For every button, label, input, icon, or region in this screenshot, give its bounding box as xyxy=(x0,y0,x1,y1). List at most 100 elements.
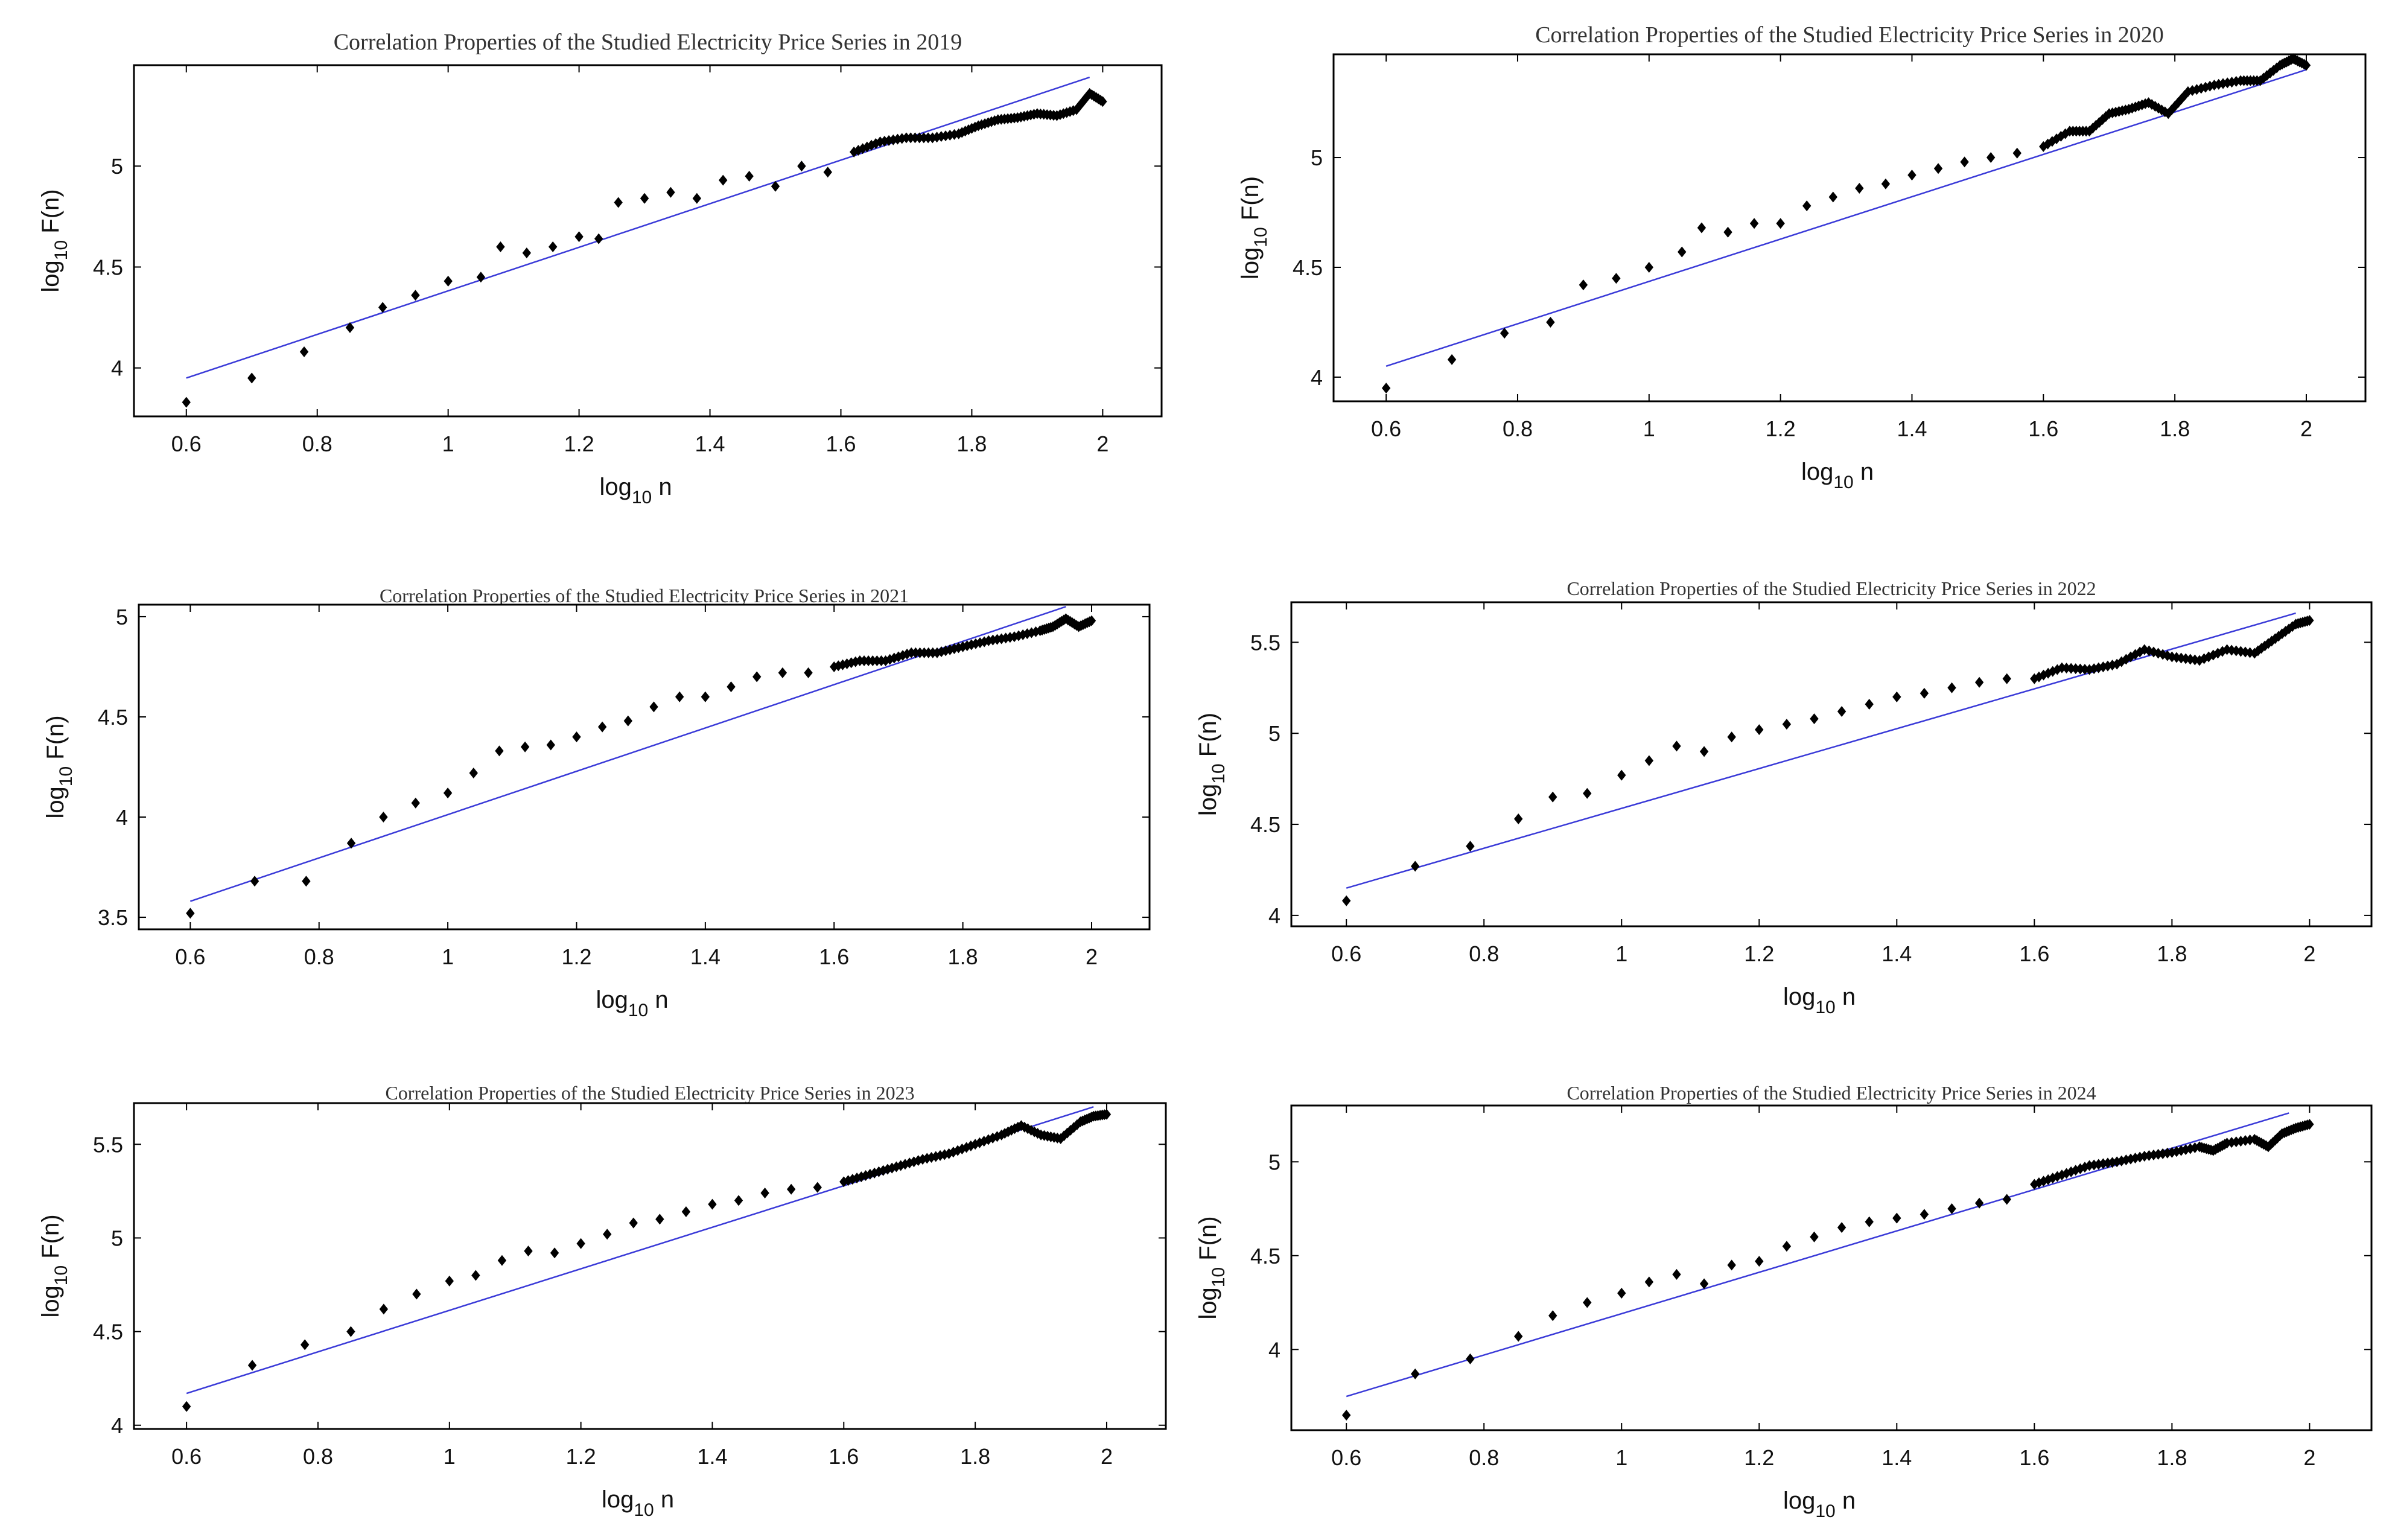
data-point xyxy=(2088,122,2098,134)
x-tick-label: 1.6 xyxy=(2028,416,2058,441)
data-point xyxy=(182,396,191,408)
data-point xyxy=(1947,1203,1956,1215)
data-point xyxy=(813,1182,822,1193)
y-tick-label: 5 xyxy=(1311,145,1323,170)
x-tick-label: 0.6 xyxy=(1331,1445,1361,1470)
data-point xyxy=(2103,660,2113,672)
data-point xyxy=(1617,769,1626,781)
x-axis-label: log10 n xyxy=(1783,984,1856,1017)
data-point xyxy=(2002,1194,2011,1205)
y-tick-label: 5 xyxy=(1268,721,1280,746)
data-point xyxy=(997,633,1006,644)
data-point xyxy=(443,788,453,799)
data-point xyxy=(2172,1146,2181,1157)
data-point xyxy=(1810,1231,1819,1242)
x-axis-label: log10 n xyxy=(1783,1488,1856,1521)
data-point xyxy=(1697,222,1707,234)
data-point xyxy=(1699,746,1709,757)
data-point xyxy=(2259,72,2268,84)
x-tick-label: 1 xyxy=(1615,1445,1627,1470)
x-tick-label: 1.2 xyxy=(566,1444,596,1469)
data-point xyxy=(1986,152,1996,164)
x-axis-label: log10 n xyxy=(1801,459,1874,492)
data-point xyxy=(2213,648,2222,659)
x-tick-label: 0.6 xyxy=(1331,941,1361,966)
data-point xyxy=(1548,1310,1557,1322)
data-point xyxy=(771,180,780,192)
data-point xyxy=(1837,1222,1846,1233)
x-tick-label: 1.2 xyxy=(561,944,591,969)
x-tick-label: 0.8 xyxy=(1469,941,1499,966)
data-point xyxy=(946,644,955,655)
x-tick-label: 2 xyxy=(2303,941,2315,966)
x-tick-label: 1.2 xyxy=(564,431,594,456)
chart-panel-6: Correlation Properties of the Studied El… xyxy=(1195,1082,2373,1521)
chart-title: Correlation Properties of the Studied El… xyxy=(1535,22,2164,48)
data-point xyxy=(1644,1276,1654,1288)
x-tick-label: 0.8 xyxy=(303,1444,333,1469)
data-point xyxy=(1007,1125,1016,1136)
data-point xyxy=(1974,676,1984,688)
data-point xyxy=(412,1288,421,1300)
data-point xyxy=(834,660,843,672)
data-point xyxy=(524,1246,533,1257)
x-tick-label: 1.6 xyxy=(819,944,849,969)
data-point xyxy=(2043,667,2053,679)
data-point xyxy=(675,691,684,702)
data-point xyxy=(1033,1128,1042,1139)
data-point xyxy=(522,247,532,259)
data-point xyxy=(2094,1159,2103,1170)
data-point xyxy=(993,634,1002,645)
data-point xyxy=(964,124,973,136)
data-point xyxy=(2062,663,2071,674)
data-point xyxy=(2256,75,2265,86)
data-point xyxy=(1063,1127,1072,1139)
data-point xyxy=(949,1147,958,1158)
data-point xyxy=(1583,788,1592,799)
x-tick-label: 1.4 xyxy=(695,431,725,456)
x-tick-label: 1 xyxy=(442,944,454,969)
x-tick-label: 1.8 xyxy=(948,944,978,969)
data-point xyxy=(2039,141,2048,152)
x-tick-label: 1.8 xyxy=(956,431,987,456)
data-point xyxy=(496,241,505,253)
data-point xyxy=(2170,101,2180,112)
x-tick-label: 2 xyxy=(2300,416,2312,441)
data-point xyxy=(2062,1168,2071,1179)
data-point xyxy=(1782,1241,1792,1252)
x-tick-label: 1.8 xyxy=(2157,1445,2187,1470)
data-point xyxy=(1023,628,1032,640)
data-point xyxy=(1018,629,1028,640)
data-point xyxy=(666,186,675,198)
y-tick-label: 3.5 xyxy=(98,905,128,930)
data-point xyxy=(378,302,387,313)
chart-title: Correlation Properties of the Studied El… xyxy=(1567,1082,2096,1104)
data-point xyxy=(1755,1256,1764,1267)
data-point xyxy=(935,1150,945,1161)
data-point xyxy=(2260,640,2270,652)
x-tick-label: 1.2 xyxy=(1744,1445,1774,1470)
data-point xyxy=(550,1247,559,1259)
data-point xyxy=(2034,671,2044,682)
data-point xyxy=(1548,791,1557,803)
x-tick-label: 1.4 xyxy=(690,944,720,969)
data-point xyxy=(871,138,880,149)
y-tick-label: 5 xyxy=(111,154,123,179)
data-point xyxy=(1514,813,1523,825)
x-tick-label: 1 xyxy=(1615,941,1627,966)
y-axis-label: log10 F(n) xyxy=(1195,1216,1229,1319)
y-tick-label: 4 xyxy=(116,805,128,830)
data-point xyxy=(2053,664,2062,675)
data-point xyxy=(640,192,649,204)
x-tick-label: 2 xyxy=(1086,944,1098,969)
data-point xyxy=(2034,1177,2044,1189)
data-point xyxy=(915,132,924,144)
data-point xyxy=(708,1198,717,1210)
data-point xyxy=(445,1275,454,1287)
data-point xyxy=(867,139,876,151)
y-tick-label: 4.5 xyxy=(93,255,123,279)
data-point xyxy=(250,876,259,887)
y-tick-label: 4.5 xyxy=(98,705,128,730)
data-point xyxy=(865,1168,875,1180)
y-tick-label: 4 xyxy=(1311,365,1323,390)
